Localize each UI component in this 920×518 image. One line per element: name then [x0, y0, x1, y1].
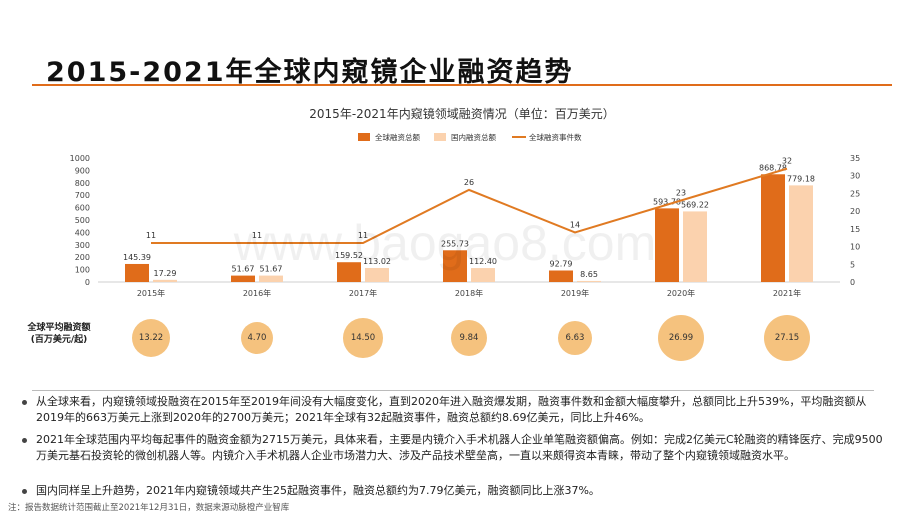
line-value-label: 11	[252, 231, 262, 240]
y-tick-label-left: 900	[75, 166, 90, 175]
avg-funding-label-line2: (百万美元/起)	[30, 335, 88, 345]
bar	[683, 211, 707, 282]
line-value-label: 11	[358, 231, 368, 240]
bullet-item: 2021年全球范围内平均每起事件的融资金额为2715万美元，具体来看，主要是内镜…	[22, 432, 886, 464]
x-tick-label: 2018年	[455, 288, 483, 298]
bullet-item: 从全球来看，内窥镜领域投融资在2015年至2019年间没有大幅度变化，直到202…	[22, 394, 886, 426]
bullet-dot	[22, 400, 27, 405]
y-tick-label-right: 5	[850, 260, 855, 269]
bar	[443, 250, 467, 282]
bar-value-label: 145.39	[123, 253, 151, 262]
line-value-label: 23	[676, 189, 686, 198]
legend-label: 全球融资事件数	[529, 132, 582, 142]
bar-value-label: 779.18	[787, 174, 815, 183]
bar	[577, 280, 601, 282]
avg-funding-bubble: 6.63	[558, 321, 592, 355]
source-note: 注：报告数据统计范围截止至2021年12月31日，数据来源动脉橙产业智库	[8, 503, 290, 513]
x-tick-label: 2020年	[667, 288, 695, 298]
line-series-events	[151, 167, 788, 245]
bar-value-label: 255.73	[441, 239, 469, 248]
section-divider	[32, 390, 874, 391]
y-tick-label-left: 600	[75, 204, 90, 213]
bullet-item: 国内同样呈上升趋势，2021年内窥镜领域共产生25起融资事件，融资总额约为7.7…	[22, 483, 886, 499]
bullet-dot	[22, 438, 27, 443]
avg-funding-bubble: 9.84	[450, 319, 488, 357]
avg-funding-bubble: 27.15	[764, 315, 810, 361]
line-value-label: 14	[570, 220, 580, 229]
y-tick-label-right: 10	[850, 243, 860, 252]
legend-label: 国内融资总额	[451, 132, 496, 142]
line-value-label: 32	[782, 157, 792, 166]
line-value-label: 26	[464, 178, 474, 187]
y-tick-label-left: 700	[75, 191, 90, 200]
y-tick-label-left: 100	[75, 266, 90, 275]
y-tick-label-left: 0	[85, 278, 90, 287]
page-title: 2015-2021年全球内窥镜企业融资趋势	[46, 57, 574, 88]
avg-funding-bubble: 26.99	[658, 315, 704, 361]
y-tick-label-right: 30	[850, 172, 860, 181]
bar	[337, 262, 361, 282]
y-tick-label-left: 1000	[70, 154, 90, 163]
bar-value-label: 593.78	[653, 197, 681, 206]
legend-swatch-bar	[434, 133, 446, 141]
bar-value-label: 17.29	[154, 269, 177, 278]
y-tick-label-left: 400	[75, 228, 90, 237]
bar	[789, 185, 813, 282]
legend-label: 全球融资总额	[375, 132, 420, 142]
bar	[761, 174, 785, 282]
bar-value-label: 159.52	[335, 251, 363, 260]
x-tick-label: 2016年	[243, 288, 271, 298]
funding-chart: 2015年-2021年内窥镜领域融资情况（单位：百万美元） 全球融资总额 国内融资总…	[70, 106, 861, 298]
bar	[365, 267, 389, 282]
legend-swatch-bar	[358, 133, 370, 141]
bar-value-label: 868.78	[759, 163, 787, 172]
avg-funding-label: 全球平均融资额 (百万美元/起)	[20, 322, 98, 346]
bar-value-label: 51.67	[232, 265, 255, 274]
line-value-label: 11	[146, 231, 156, 240]
bar	[125, 263, 149, 282]
avg-funding-bubble: 13.22	[131, 318, 171, 358]
x-tick-label: 2021年	[773, 288, 801, 298]
bullet-text: 国内同样呈上升趋势，2021年内窥镜领域共产生25起融资事件，融资总额约为7.7…	[36, 484, 600, 497]
bar-value-label: 51.67	[260, 265, 283, 274]
x-tick-label: 2017年	[349, 288, 377, 298]
avg-funding-bubble: 4.70	[241, 322, 273, 354]
bar	[231, 275, 255, 282]
y-tick-label-right: 20	[850, 207, 860, 216]
bar	[153, 279, 177, 282]
bar	[655, 208, 679, 282]
x-tick-label: 2019年	[561, 288, 589, 298]
y-tick-label-right: 0	[850, 278, 855, 287]
avg-funding-bubble: 14.50	[343, 318, 383, 358]
bar-value-label: 112.40	[469, 257, 497, 266]
y-tick-label-left: 500	[75, 216, 90, 225]
bullet-dot	[22, 489, 27, 494]
y-tick-label-left: 800	[75, 179, 90, 188]
bullet-text: 2021年全球范围内平均每起事件的融资金额为2715万美元，具体来看，主要是内镜…	[36, 433, 883, 462]
y-tick-label-left: 300	[75, 241, 90, 250]
bar-value-label: 113.02	[363, 257, 391, 266]
bar-value-label: 569.22	[681, 200, 709, 209]
y-tick-label-right: 25	[850, 189, 860, 198]
bar	[259, 275, 283, 282]
y-tick-label-right: 35	[850, 154, 860, 163]
bar	[471, 268, 495, 282]
y-tick-label-left: 200	[75, 253, 90, 262]
bar	[549, 270, 573, 282]
x-tick-label: 2015年	[137, 288, 165, 298]
bar-value-label: 92.79	[550, 259, 573, 268]
chart-title: 2015年-2021年内窥镜领域融资情况（单位：百万美元）	[309, 106, 614, 121]
title-divider	[32, 84, 892, 86]
bar-value-label: 8.65	[580, 270, 598, 279]
avg-funding-label-line1: 全球平均融资额	[27, 323, 91, 333]
bullet-text: 从全球来看，内窥镜领域投融资在2015年至2019年间没有大幅度变化，直到202…	[36, 395, 867, 424]
y-tick-label-right: 15	[850, 225, 860, 234]
